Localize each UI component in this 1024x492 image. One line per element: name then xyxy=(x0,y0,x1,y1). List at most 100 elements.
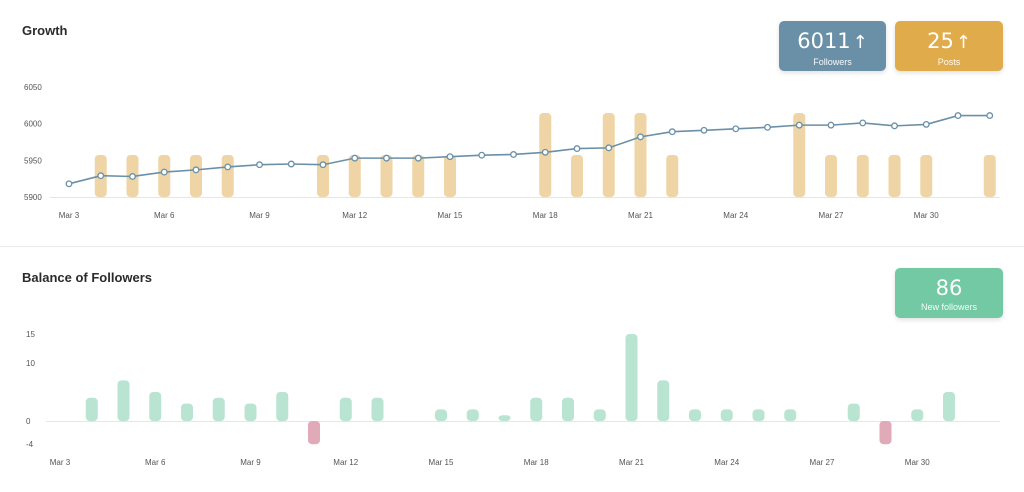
posts-bar xyxy=(666,155,679,197)
followers-stat-label: Followers xyxy=(813,57,852,67)
followers-point xyxy=(351,154,359,162)
new-followers-stat-card[interactable]: 86 New followers xyxy=(895,268,1003,318)
balance-x-tick-label: Mar 27 xyxy=(810,458,835,467)
growth-x-tick-label: Mar 30 xyxy=(914,211,939,220)
balance-bar-negative xyxy=(879,421,892,445)
balance-bar-positive xyxy=(720,409,733,421)
followers-point xyxy=(764,123,771,131)
balance-bar-negative xyxy=(308,421,320,445)
balance-y-tick-label: 15 xyxy=(26,330,35,339)
growth-x-tick-label: Mar 12 xyxy=(342,211,367,220)
balance-bar-positive xyxy=(752,409,765,421)
balance-chart: -4 0 10 15 Mar 3 Mar 6 Mar 9 Mar 12 Mar 15 Mar 18… xyxy=(26,330,1000,467)
balance-bar-positive xyxy=(244,403,257,421)
followers-point xyxy=(287,160,295,168)
growth-x-tick-label: Mar 3 xyxy=(59,211,80,220)
growth-y-tick-label: 5900 xyxy=(24,193,42,202)
balance-title: Balance of Followers xyxy=(22,270,153,285)
followers-stat-value: 6011 xyxy=(797,29,851,53)
new-followers-stat-label: New followers xyxy=(920,302,978,312)
new-followers-stat-value: 86 xyxy=(935,276,963,300)
followers-point xyxy=(922,120,930,128)
posts-stat-card[interactable]: 25 ↑ Posts xyxy=(895,21,1003,71)
growth-x-tick-label: Mar 27 xyxy=(819,211,844,220)
growth-x-tick-label: Mar 6 xyxy=(154,211,175,220)
posts-stat-value-row: 25 ↑ xyxy=(895,29,1003,55)
posts-bar xyxy=(444,155,456,197)
balance-bar-positive xyxy=(625,334,638,421)
posts-bar xyxy=(348,155,361,197)
posts-bar xyxy=(983,155,996,197)
posts-bar xyxy=(380,155,393,197)
balance-x-tick-label: Mar 9 xyxy=(240,458,261,467)
balance-bar-positive xyxy=(117,380,130,421)
posts-bar xyxy=(221,155,234,197)
growth-title: Growth xyxy=(22,23,68,38)
balance-bar-positive xyxy=(212,397,225,421)
growth-x-tick-label: Mar 24 xyxy=(723,211,748,220)
followers-point xyxy=(827,121,835,129)
balance-bar-positive xyxy=(149,392,162,421)
balance-bar-positive xyxy=(276,392,289,421)
balance-bar-positive xyxy=(943,392,955,421)
arrow-up-icon: ↑ xyxy=(852,32,868,53)
balance-bar-positive xyxy=(371,397,384,421)
balance-bar-positive xyxy=(562,397,574,421)
followers-point xyxy=(732,125,740,133)
followers-point xyxy=(478,151,486,159)
followers-point xyxy=(65,180,73,188)
balance-bar-positive xyxy=(85,397,98,421)
growth-y-tick-label: 6050 xyxy=(24,83,42,92)
followers-point xyxy=(668,128,676,136)
followers-point xyxy=(795,121,803,129)
followers-point xyxy=(700,126,708,134)
followers-point xyxy=(192,166,200,174)
followers-point xyxy=(129,173,136,180)
balance-x-tick-label: Mar 3 xyxy=(50,458,71,467)
balance-y-tick-label: -4 xyxy=(26,440,34,449)
posts-bar xyxy=(920,155,933,197)
balance-bar-positive xyxy=(784,409,797,421)
posts-bar xyxy=(571,155,583,197)
balance-bar-positive xyxy=(339,397,352,421)
followers-point xyxy=(891,122,898,130)
growth-x-tick-label: Mar 21 xyxy=(628,211,653,220)
followers-point xyxy=(510,151,517,158)
balance-y-tick-label: 0 xyxy=(26,417,31,426)
followers-point xyxy=(446,153,454,161)
balance-x-tick-label: Mar 15 xyxy=(429,458,454,467)
balance-bar-positive xyxy=(466,409,479,421)
followers-point xyxy=(383,154,390,162)
balance-bar-positive xyxy=(689,409,701,421)
growth-y-tick-label: 6000 xyxy=(24,120,42,129)
followers-stat-value-row: 6011 ↑ xyxy=(779,29,886,55)
balance-y-tick-label: 10 xyxy=(26,359,35,368)
posts-bar xyxy=(158,155,171,197)
followers-point xyxy=(256,161,263,169)
balance-bar-positive xyxy=(911,409,924,421)
balance-x-tick-label: Mar 18 xyxy=(524,458,549,467)
posts-bar xyxy=(888,155,901,197)
followers-point xyxy=(97,172,105,180)
followers-point xyxy=(319,161,327,169)
posts-bar xyxy=(602,113,615,197)
posts-bar xyxy=(825,155,837,197)
followers-point xyxy=(637,133,644,141)
followers-stat-card[interactable]: 6011 ↑ Followers xyxy=(779,21,886,71)
followers-line xyxy=(68,114,990,185)
balance-x-tick-label: Mar 21 xyxy=(619,458,644,467)
followers-point xyxy=(541,148,549,156)
balance-x-tick-label: Mar 30 xyxy=(905,458,930,467)
balance-bar-positive xyxy=(498,415,511,421)
balance-bar-positive xyxy=(593,409,606,421)
balance-x-tick-label: Mar 24 xyxy=(714,458,739,467)
posts-stat-label: Posts xyxy=(937,57,961,67)
followers-point xyxy=(986,112,994,120)
balance-bar-positive xyxy=(657,380,670,421)
followers-point xyxy=(605,144,613,152)
section-divider xyxy=(0,246,1024,247)
growth-chart: 5900 5950 6000 6050 Mar 3 Mar 6 Mar 9 Mar 12 Mar… xyxy=(24,83,1000,220)
posts-bar xyxy=(190,155,202,197)
posts-stat-value: 25 xyxy=(927,29,954,53)
balance-x-tick-label: Mar 12 xyxy=(333,458,358,467)
